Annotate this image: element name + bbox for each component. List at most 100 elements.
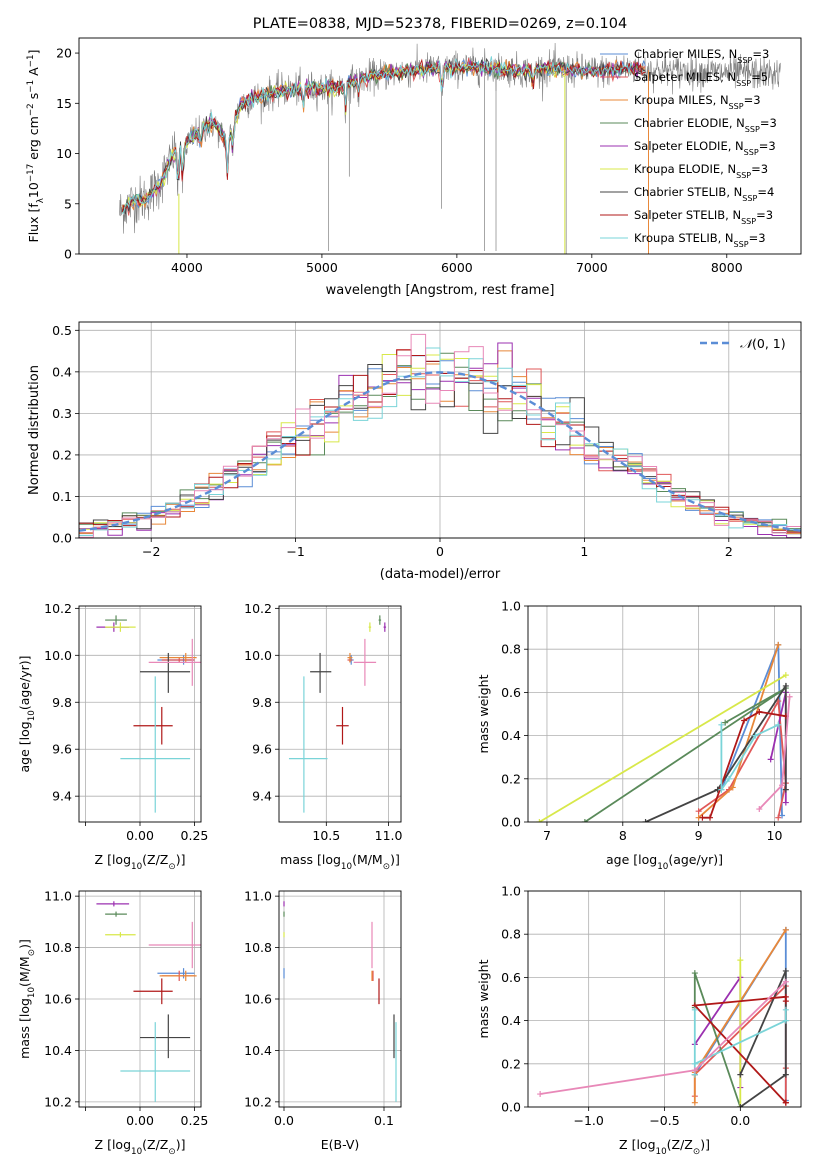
y-tick-label: 1.0 [501,884,521,899]
massweight-vs-Z-x-label: Z [log10(Z/Z⊙)] [619,1137,710,1157]
spectrum-panel: 4000 5000 6000 7000 8000 0 5 10 15 20 Chabrier MIL… [56,37,802,275]
x-tick-label: 0.25 [181,1113,209,1128]
x-tick-label: 0.25 [181,828,209,843]
y-tick-label: 9.6 [252,742,272,757]
x-tick-label: 8 [619,828,627,843]
massweight-vs-age-panel: 7 8 9 10 0.0 0.2 0.4 0.6 0.8 1.0 [501,599,802,843]
age-vs-Z-panel: 0.00 0.25 9.4 9.6 9.8 10.0 10.2 [44,601,208,843]
sfh-marker [782,786,789,793]
sfh-marker [729,784,736,791]
y-tick-label: 10.6 [44,992,72,1007]
x-tick-label: 0.0 [274,1113,294,1128]
mass-vs-Z-plot-area [96,901,201,1102]
y-tick-label: 5 [64,196,72,211]
model-spectrum-6 [121,57,646,215]
sfh-marker [707,814,713,821]
sfh-marker [691,1067,698,1074]
sfh-marker [782,672,789,679]
sfh-marker [782,967,789,974]
sfh-marker [737,1071,744,1078]
y-tick-label: 0.0 [52,531,72,546]
x-tick-label: −1 [286,544,304,559]
y-tick-label: 0.2 [501,771,521,786]
y-tick-label: 10.4 [244,1043,272,1058]
legend-entry: Chabrier STELIB, NSSP=4 [634,185,774,203]
model-spectrum-0 [121,59,646,211]
y-tick-label: 10.4 [44,1043,72,1058]
massweight-vs-age-frame [527,605,802,823]
legend-entry: Salpeter ELODIE, NSSP=3 [634,139,776,157]
y-tick-label: 0.1 [52,489,72,504]
y-tick-label: 10 [56,146,72,161]
y-tick-label: 0.8 [501,642,521,657]
y-tick-label: 0.6 [501,970,521,985]
y-tick-label: 10.8 [244,940,272,955]
legend-entry: Kroupa MILES, NSSP=3 [634,93,761,111]
sfh-marker [691,1006,698,1013]
age-vs-mass-panel: 10.5 11.0 9.4 9.6 9.8 10.0 10.2 [244,601,402,843]
x-tick-label: 0.00 [126,1113,154,1128]
sfh-marker [722,719,729,726]
spectrum-plot-area [119,42,781,254]
y-tick-label: 15 [56,96,72,111]
x-tick-label: 8000 [711,260,743,275]
y-tick-label: 0.4 [501,728,521,743]
x-tick-label: 4000 [171,260,203,275]
y-tick-label: 11.0 [44,889,72,904]
y-tick-label: 0.4 [501,1013,521,1028]
y-tick-label: 9.4 [252,789,272,804]
sfh-marker [581,819,588,822]
sfh-marker [718,721,725,728]
y-tick-label: 0.6 [501,685,521,700]
massweight-vs-age-plot-area [536,641,793,822]
y-tick-label: 10.0 [244,648,272,663]
sfh-marker [741,717,748,724]
y-tick-label: 10.2 [44,601,72,616]
mass-vs-Z-panel: 0.00 0.25 10.2 10.4 10.6 10.8 11.0 [44,889,208,1128]
y-tick-label: 11.0 [244,889,272,904]
x-tick-label: 0.00 [126,828,154,843]
sfh-marker [782,682,789,689]
x-tick-label: 0 [436,544,444,559]
sfh-marker [737,957,744,964]
legend-entry: Chabrier MILES, NSSP=3 [634,47,769,65]
sfh-marker [775,721,782,728]
y-tick-label: 0.5 [52,323,72,338]
age-vs-mass-plot-area [288,615,387,813]
y-tick-label: 0.4 [52,364,72,379]
sfh-marker [782,1017,789,1024]
sfh-marker [782,1099,789,1106]
x-tick-label: −2 [142,544,160,559]
massweight-vs-age-x-label: age [log10(age/yr)] [606,852,723,872]
sfh-marker [642,819,649,822]
sfh-line-3 [584,687,787,822]
sfh-marker [779,782,786,789]
sfh-marker [782,799,789,806]
sfh-marker [786,693,793,700]
age-vs-mass-x-label: mass [log10(M/M⊙)] [280,852,400,872]
y-tick-label: 1.0 [501,599,521,614]
y-tick-label: 0.3 [52,406,72,421]
legend-entry: Chabrier ELODIE, NSSP=3 [634,116,777,134]
age-vs-Z-y-label: age [log10(age/yr)] [17,655,37,772]
y-tick-label: 10.6 [244,992,272,1007]
x-tick-label: 10 [767,828,783,843]
y-tick-label: 9.8 [252,695,272,710]
residuals-x-label: (data-model)/error [380,567,501,582]
y-tick-label: 9.4 [52,789,72,804]
sfh-line-3 [693,972,742,1107]
sfh-marker [691,1099,698,1106]
legend-entry: Kroupa STELIB, NSSP=3 [634,231,766,249]
normal-curve [79,371,801,532]
model-spectrum-8 [122,56,633,214]
y-tick-label: 10.2 [244,601,272,616]
y-tick-label: 10.2 [44,1094,72,1109]
y-tick-label: 0.0 [501,815,521,830]
model-spectrum-2 [121,59,646,211]
sfh-marker [782,926,789,933]
sfh-marker [775,641,782,648]
sfh-marker [691,1060,698,1067]
x-tick-label: 1 [580,544,588,559]
spectrum-legend: Chabrier MILES, NSSP=3 Salpeter MILES, NS… [600,47,777,249]
